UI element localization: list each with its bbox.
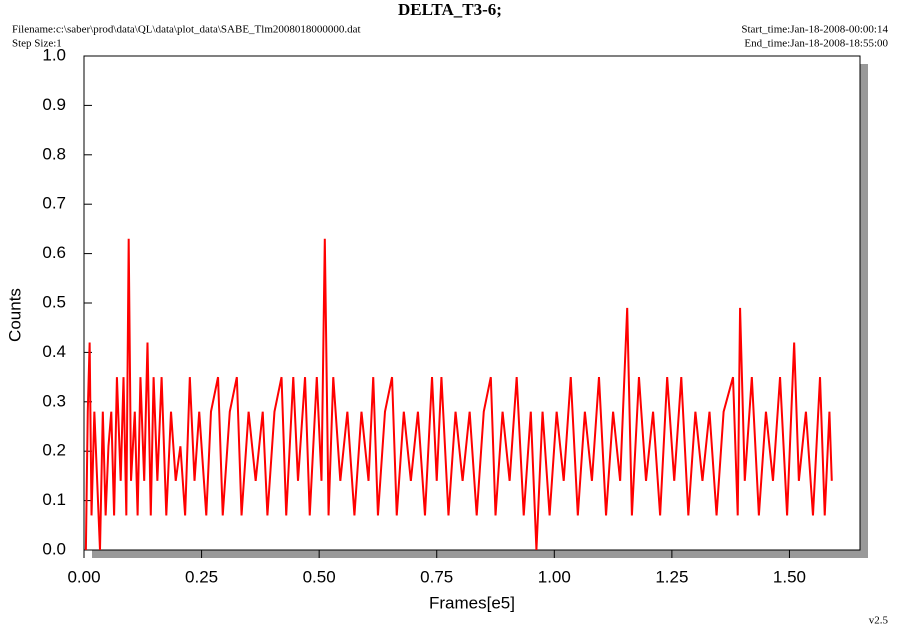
y-tick-label: 0.1 <box>42 490 66 509</box>
y-tick-label: 0.3 <box>42 391 66 410</box>
x-tick-label: 1.25 <box>655 567 688 586</box>
y-tick-label: 0.5 <box>42 292 66 311</box>
x-tick-label: 1.50 <box>773 567 806 586</box>
x-tick-label: 0.25 <box>185 567 218 586</box>
y-axis-title: Counts <box>5 288 24 342</box>
filename: Filename:c:\saber\prod\data\QL\data\plot… <box>12 24 361 36</box>
end-time: End_time:Jan-18-2008-18:55:00 <box>744 38 888 50</box>
x-axis-title: Frames[e5] <box>429 593 515 612</box>
y-tick-label: 0.4 <box>42 342 66 361</box>
x-tick-label: 0.00 <box>67 567 100 586</box>
start-time: Start_time:Jan-18-2008-00:00:14 <box>741 24 888 36</box>
data-line <box>84 238 833 551</box>
y-tick-label: 0.7 <box>42 194 66 213</box>
y-tick-label: 0.0 <box>42 539 66 558</box>
y-tick-label: 0.9 <box>42 95 66 114</box>
step-size: Step Size:1 <box>12 38 62 50</box>
plot-frame <box>83 55 861 551</box>
chart-title: DELTA_T3-6; <box>398 0 502 19</box>
version: v2.5 <box>869 615 889 627</box>
x-tick-label: 0.75 <box>420 567 453 586</box>
y-tick-label: 0.6 <box>42 243 66 262</box>
x-tick-label: 1.00 <box>538 567 571 586</box>
y-tick-label: 0.2 <box>42 441 66 460</box>
x-tick-label: 0.50 <box>303 567 336 586</box>
y-tick-label: 0.8 <box>42 144 66 163</box>
y-tick-label: 1.0 <box>42 45 66 64</box>
